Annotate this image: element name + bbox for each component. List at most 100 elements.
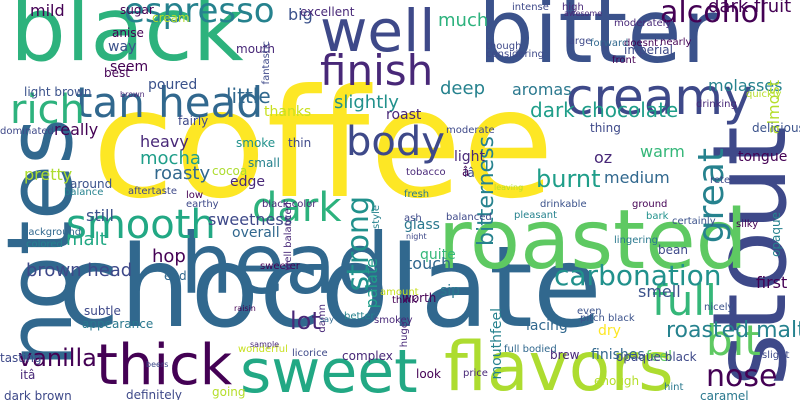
- word-moderate: moderate: [446, 125, 495, 136]
- word-excellent: excellent: [300, 5, 355, 19]
- word-iâ: iâ: [464, 166, 475, 180]
- word-vanilla: vanilla: [18, 344, 97, 372]
- word-intense: intense: [512, 2, 549, 13]
- word-full: full: [652, 276, 717, 325]
- word-lingering: lingering: [614, 235, 658, 246]
- word-black-color: black color: [262, 199, 317, 210]
- word-roasty: roasty: [154, 163, 211, 184]
- word-fairly: fairly: [178, 114, 209, 128]
- word-fantastic: fantastic: [261, 41, 272, 85]
- word-mouth: mouth: [236, 42, 275, 56]
- word-black: black: [10, 0, 244, 81]
- word-nearly: nearly: [660, 37, 692, 48]
- word-still: still: [86, 206, 114, 225]
- word-opaque: opaque: [769, 212, 783, 257]
- word-first: first: [756, 273, 788, 292]
- word-brew: brew: [550, 348, 580, 362]
- word-dominated: dominated: [0, 126, 54, 137]
- word-light-brown: light brown: [24, 85, 92, 99]
- word-dry: dry: [598, 323, 621, 339]
- word-cocoa: cocoa: [212, 164, 248, 178]
- word-mild: mild: [30, 1, 65, 20]
- word-mouthfeel: mouthfeel: [489, 308, 505, 380]
- word-considering: considering: [486, 49, 545, 60]
- word-moderately: moderately: [614, 18, 672, 29]
- word-say: say: [320, 315, 334, 324]
- word-raisin: raisin: [234, 304, 256, 313]
- word-forward: forward: [590, 38, 629, 49]
- word-delicious: delicious: [752, 121, 800, 135]
- word-tobacco: tobacco: [406, 167, 446, 178]
- word-end: end: [164, 269, 187, 283]
- word-dark-chocolate: dark chocolate: [530, 98, 679, 122]
- word-definitely: definitely: [126, 388, 183, 400]
- word-dark-fruit: dark fruit: [708, 0, 792, 17]
- word-pretty: pretty: [24, 165, 73, 184]
- word-creamy: creamy: [566, 68, 753, 126]
- word-bitter: bitter: [478, 0, 718, 83]
- word-subtle: subtle: [84, 304, 121, 318]
- word-well-balanced: well balanced: [283, 202, 294, 271]
- word-itâ: itâ: [20, 368, 36, 382]
- word-silky: silky: [736, 219, 759, 230]
- word-edge: edge: [230, 174, 265, 190]
- word-warm: warm: [640, 142, 685, 161]
- word-slightly: slightly: [334, 92, 399, 113]
- word-nose: nose: [706, 359, 778, 394]
- word-nicely: nicely: [704, 302, 734, 313]
- word-coffee: coffee: [92, 58, 555, 232]
- word-ash: ash: [404, 213, 422, 224]
- word-touch: touch: [406, 254, 452, 273]
- word-brown-head: brown head: [26, 260, 133, 281]
- word-sugar: sugar: [120, 3, 154, 17]
- word-brown: brown: [120, 90, 145, 99]
- word-really: really: [54, 120, 99, 139]
- word-sweetness: sweetness: [208, 210, 293, 229]
- word-wonderful: wonderful: [238, 344, 288, 355]
- word-feel: feel: [646, 349, 673, 365]
- word-background: background: [22, 227, 82, 238]
- word-burnt: burnt: [536, 165, 601, 193]
- word-earthy: earthy: [186, 199, 219, 210]
- word-smokey: smokey: [374, 315, 413, 326]
- word-malt: malt: [66, 229, 107, 250]
- word-appearance: appearance: [82, 317, 154, 331]
- word-hint: hint: [664, 382, 684, 393]
- word-well: well: [320, 0, 436, 65]
- word-glass: glass: [404, 217, 440, 233]
- word-sip: sip: [440, 283, 461, 299]
- word-amount: amount: [380, 287, 419, 298]
- word-light: light: [454, 149, 486, 165]
- word-cream: cream: [152, 11, 190, 25]
- word-full-bodied: full bodied: [504, 344, 557, 355]
- word-awesome: awesome: [564, 9, 603, 18]
- word-flavors: flavors: [444, 328, 674, 400]
- word-aftertaste: aftertaste: [128, 186, 177, 197]
- word-thing: thing: [590, 121, 621, 135]
- word-great: great: [691, 148, 732, 244]
- word-style: style: [371, 205, 382, 229]
- word-hop: hop: [152, 246, 186, 267]
- word-poured: poured: [148, 77, 198, 93]
- word-retention: retention: [710, 175, 756, 186]
- word-thin: thin: [288, 136, 312, 150]
- word-dark: dark: [252, 185, 342, 231]
- word-palate: palate: [362, 258, 381, 309]
- word-look: look: [416, 367, 441, 381]
- word-bit: bit: [706, 316, 761, 365]
- word-head: head: [180, 215, 390, 313]
- word-thick: thick: [96, 333, 233, 398]
- word-slight: slight: [762, 350, 790, 361]
- word-large: large: [566, 36, 592, 47]
- word-colored: colored: [26, 239, 63, 250]
- word-complex: complex: [342, 349, 393, 363]
- word-aromas: aromas: [512, 80, 572, 99]
- word-big: big: [288, 5, 313, 24]
- word-sweeter: sweeter: [260, 261, 300, 272]
- word-doesnt: doesnt: [624, 38, 659, 49]
- word-quickly: quickly: [746, 89, 782, 100]
- word-thanks: thanks: [264, 104, 312, 120]
- word-though: though: [486, 41, 522, 52]
- word-around: around: [70, 177, 113, 191]
